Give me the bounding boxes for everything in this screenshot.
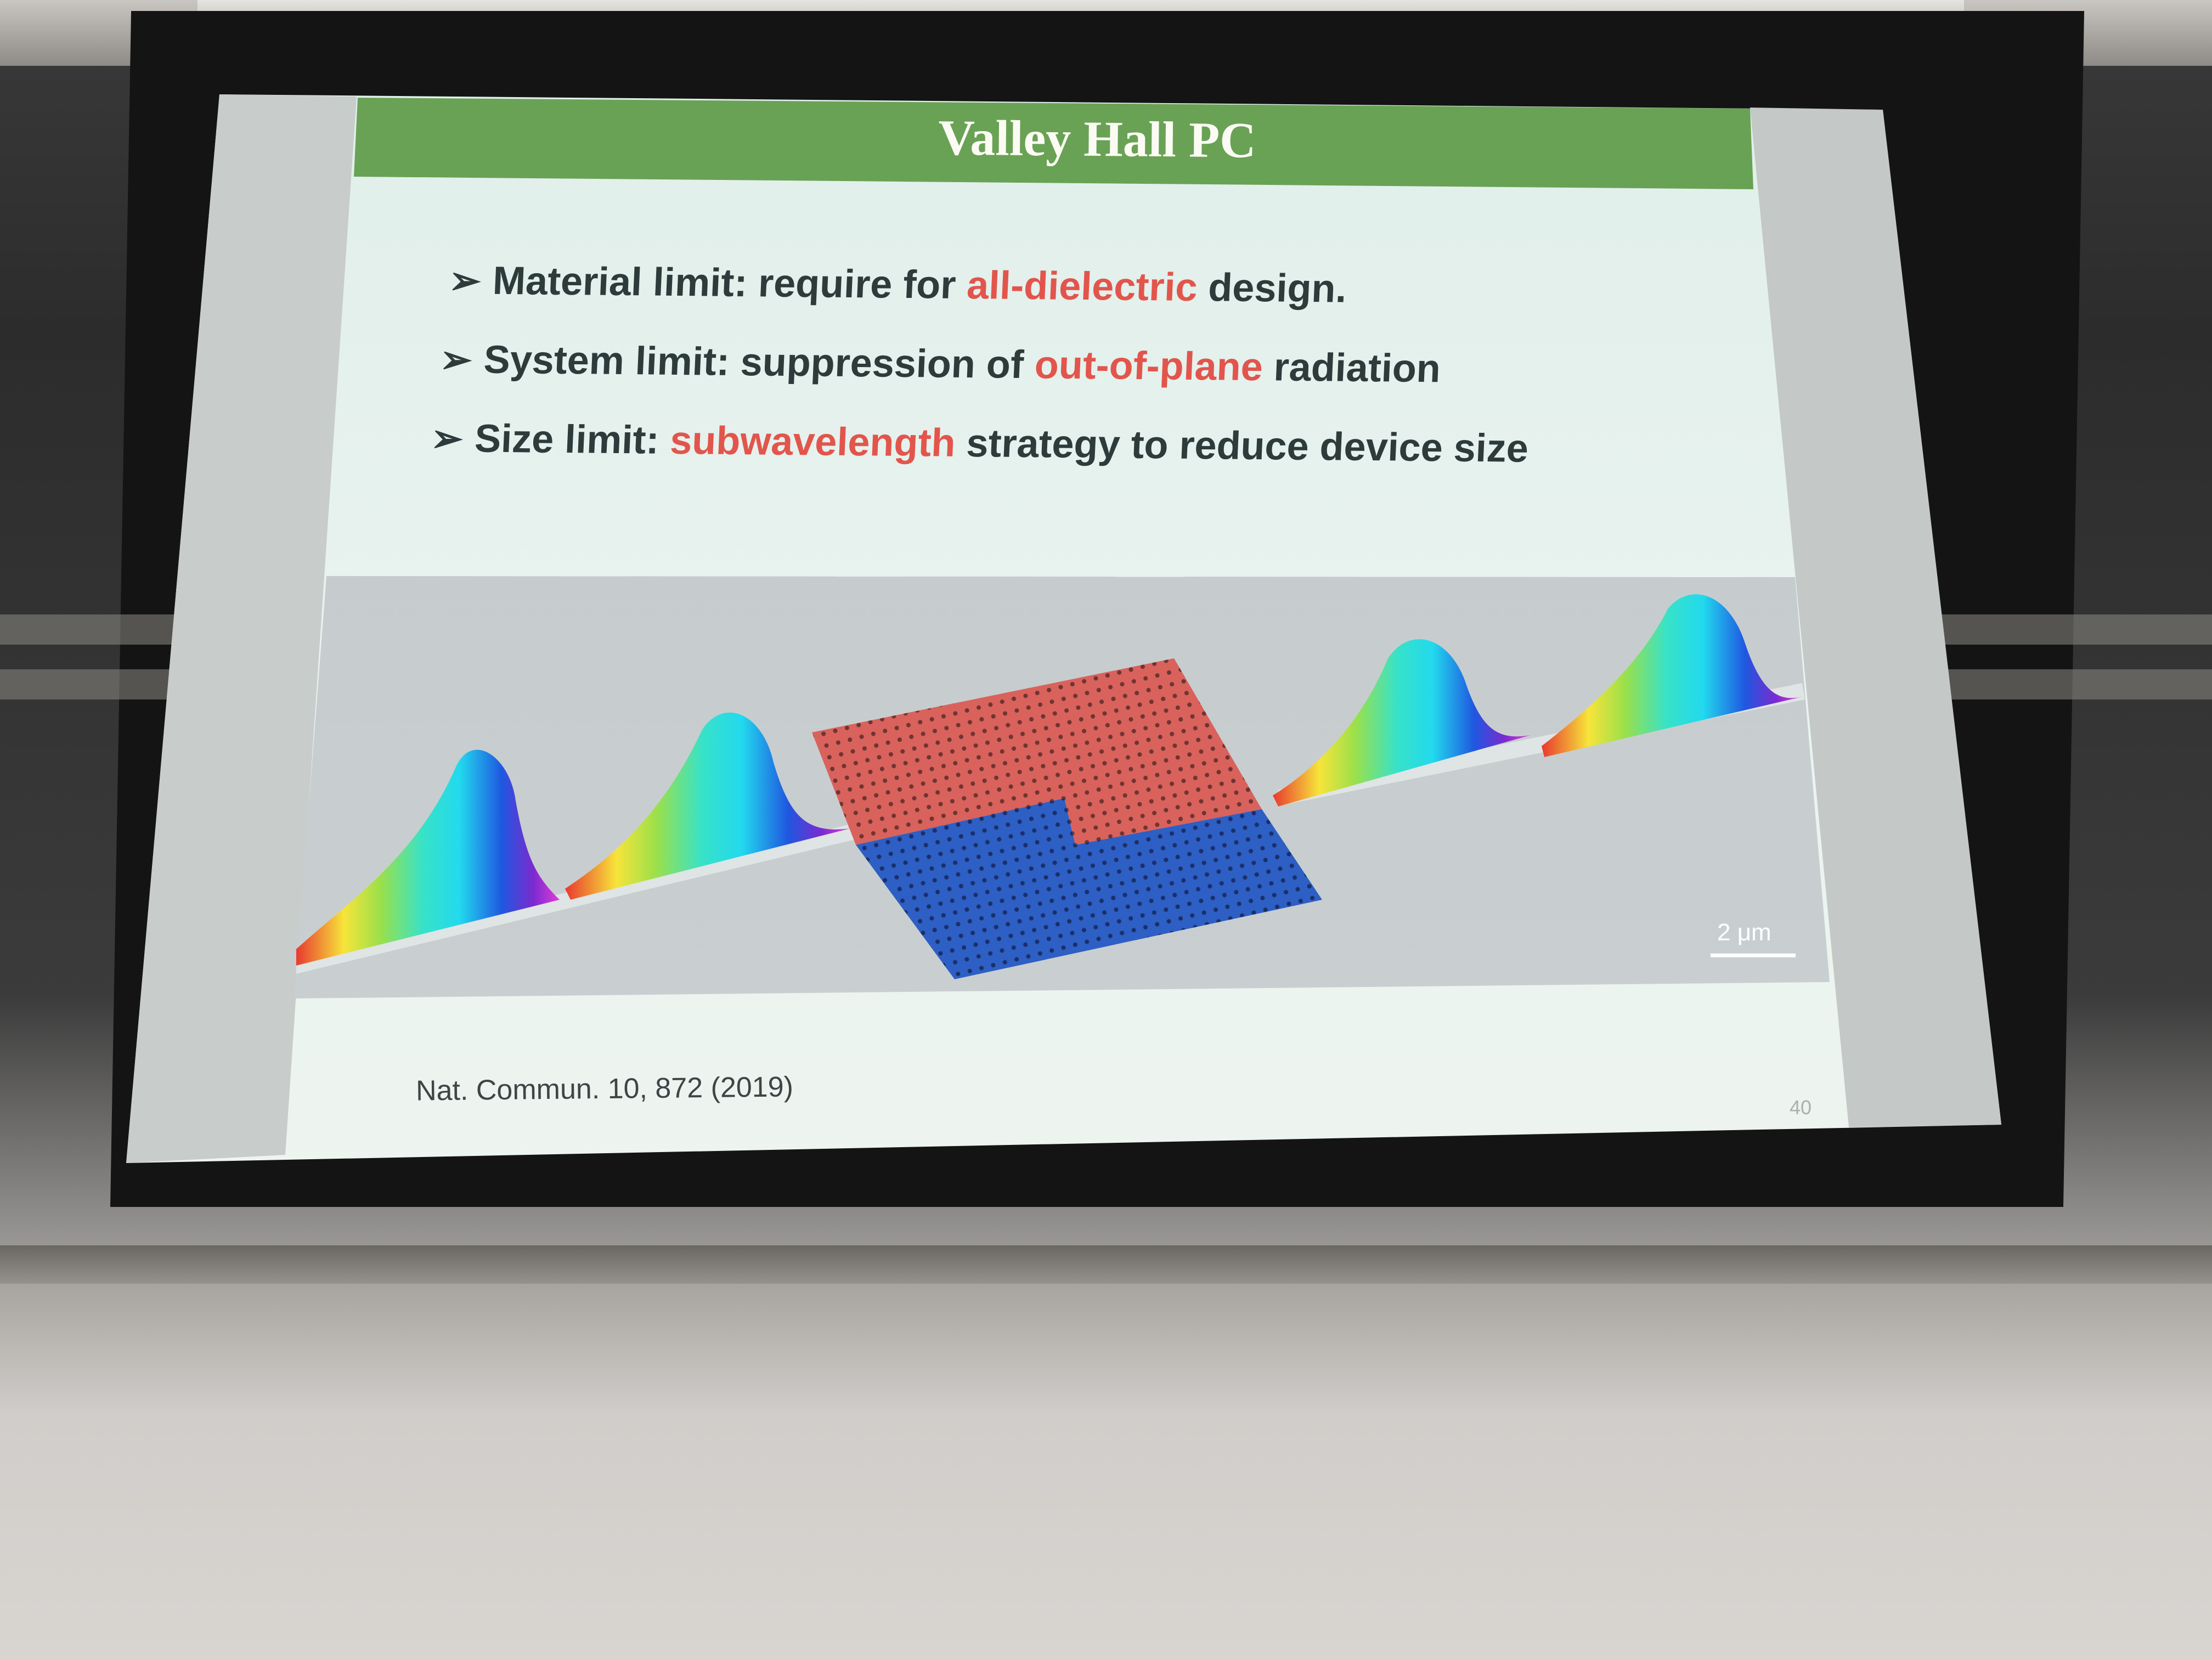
lower-wall <box>0 1284 2212 1659</box>
field-profile <box>1542 594 1802 757</box>
crystal-bottom-region <box>856 798 1322 979</box>
citation: Nat. Commun. 10, 872 (2019) <box>415 1071 794 1107</box>
scale-bar <box>1711 953 1796 957</box>
left-waveguide <box>296 823 867 974</box>
crystal-top-region <box>812 658 1262 845</box>
field-profile <box>296 749 560 966</box>
scale-bar-label: 2 μm <box>1717 919 1771 946</box>
page-number: 40 <box>1790 1096 1812 1119</box>
board-ledge <box>0 1245 2212 1289</box>
field-profile <box>565 712 850 900</box>
field-profile <box>1273 639 1531 806</box>
